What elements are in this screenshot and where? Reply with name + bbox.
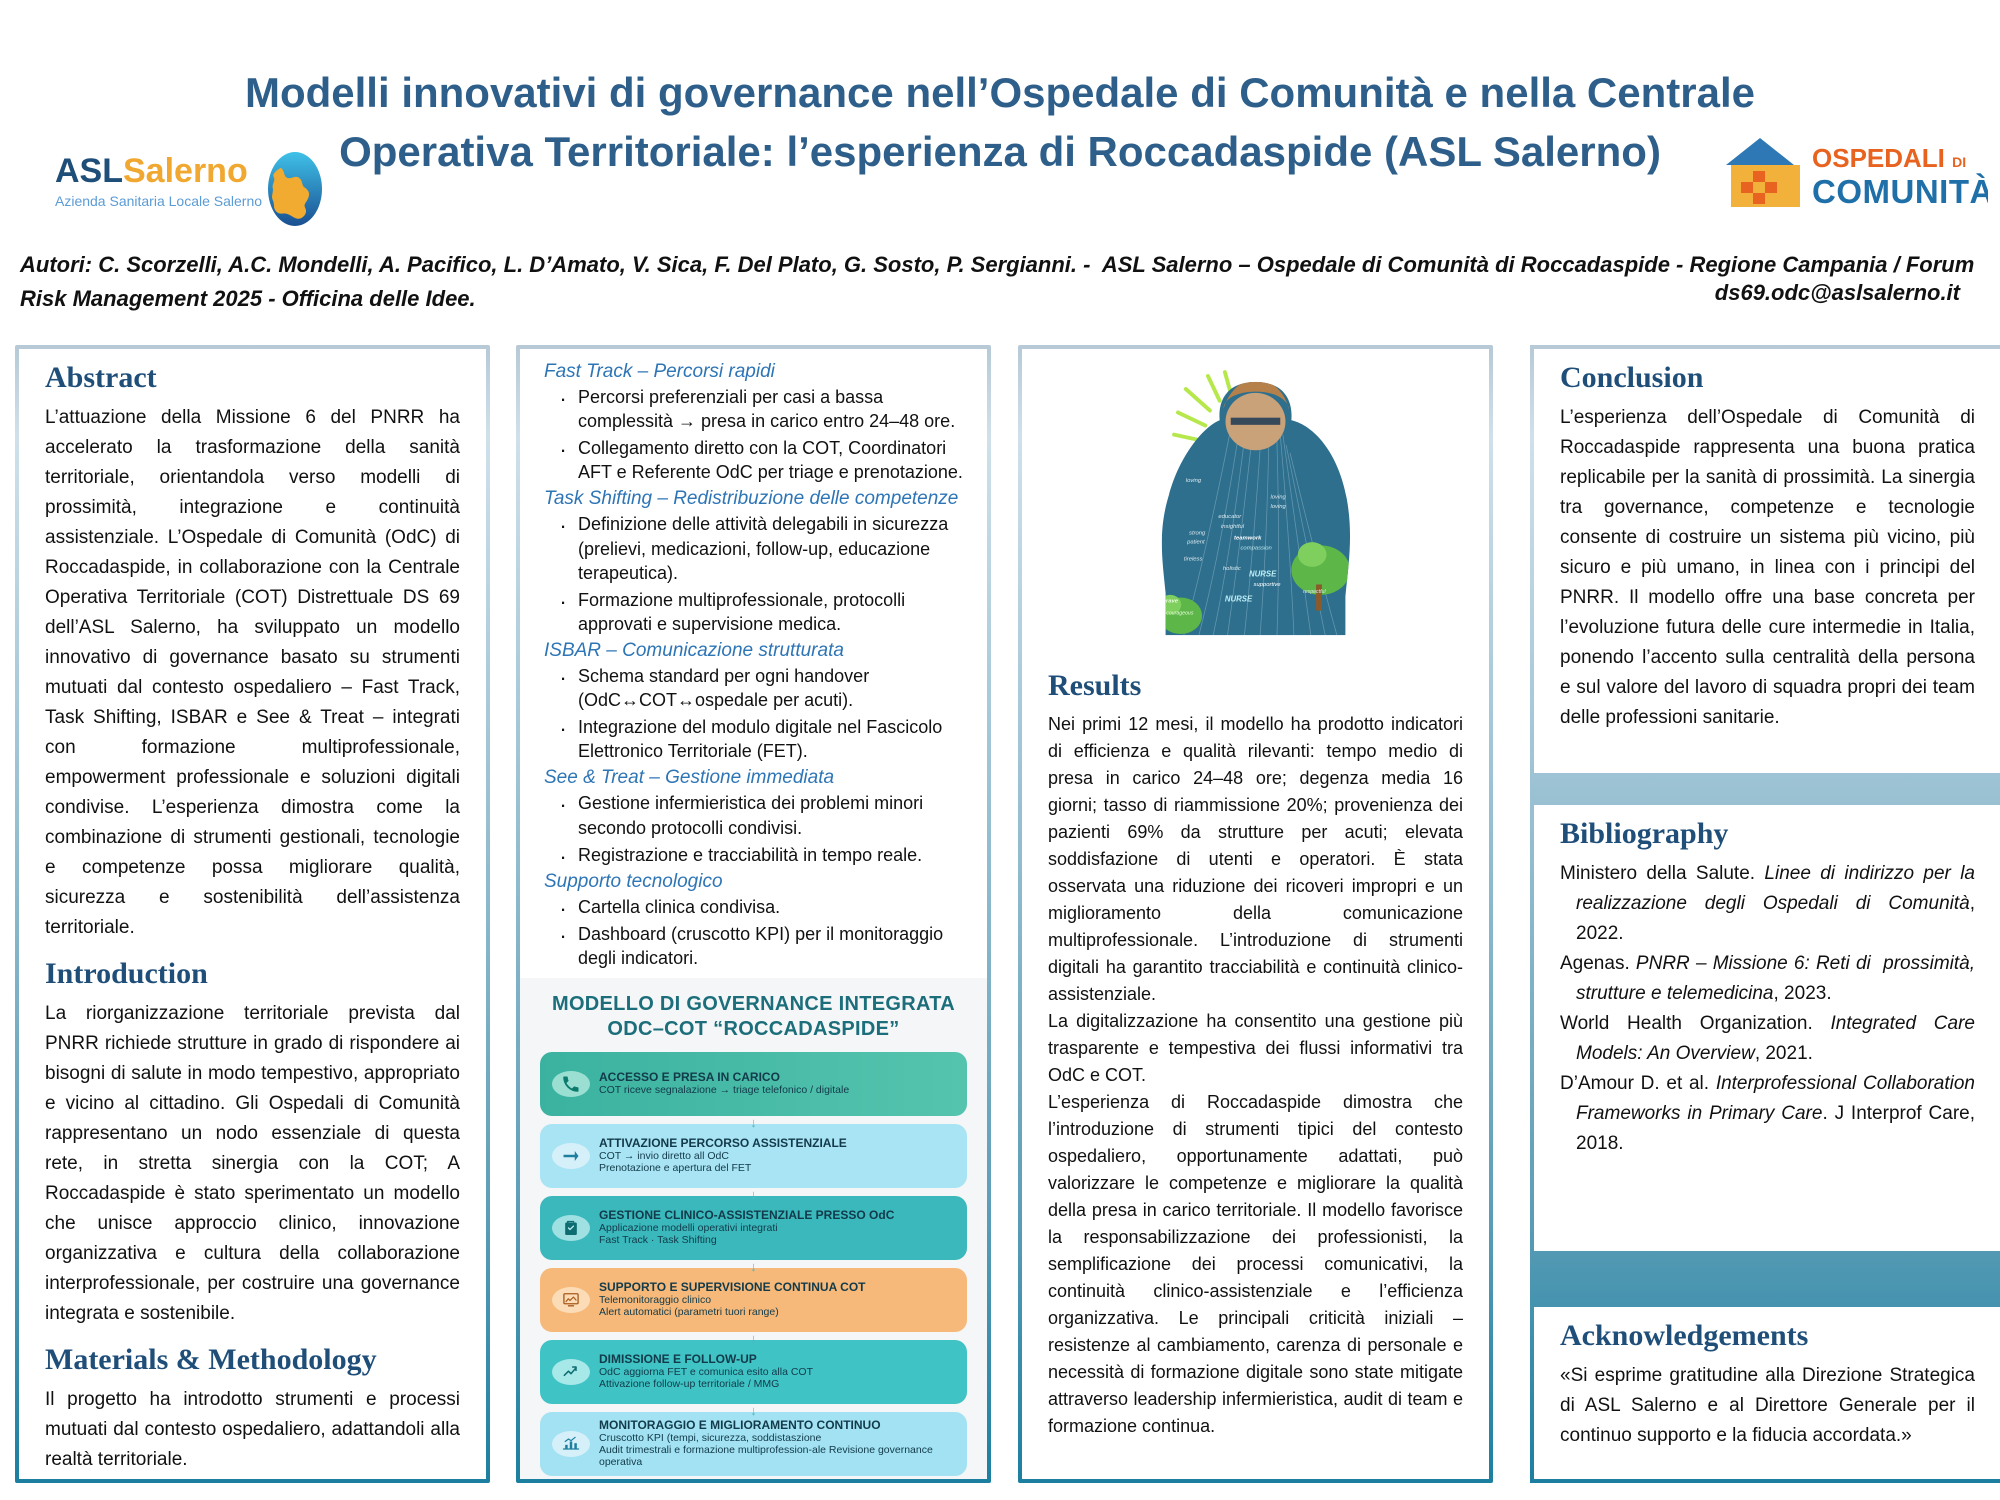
svg-text:strong: strong: [1189, 530, 1206, 536]
svg-text:patient: patient: [1186, 539, 1205, 545]
svg-text:ASL: ASL: [55, 152, 123, 190]
svg-text:brave: brave: [1162, 599, 1178, 605]
svg-text:educator: educator: [1218, 514, 1242, 520]
svg-text:loving: loving: [1270, 504, 1286, 510]
svg-text:loving: loving: [1270, 494, 1286, 500]
svg-text:respectful: respectful: [1303, 589, 1326, 595]
svg-text:loving: loving: [1186, 478, 1202, 484]
svg-text:COMUNITÀ: COMUNITÀ: [1812, 173, 1988, 210]
svg-text:holistic: holistic: [1223, 566, 1241, 572]
svg-text:OSPEDALI DI: OSPEDALI DI: [1812, 143, 1966, 173]
svg-text:supportive: supportive: [1254, 582, 1282, 588]
svg-text:compassion: compassion: [1241, 545, 1272, 551]
svg-text:tireless: tireless: [1184, 556, 1203, 562]
svg-text:Azienda Sanitaria Locale Saler: Azienda Sanitaria Locale Salerno: [55, 193, 262, 209]
svg-text:courageous: courageous: [1166, 610, 1194, 616]
svg-text:insightful: insightful: [1221, 524, 1245, 530]
svg-text:NURSE: NURSE: [1249, 570, 1277, 579]
svg-text:NURSE: NURSE: [1225, 594, 1253, 603]
svg-text:teamwork: teamwork: [1234, 536, 1262, 542]
